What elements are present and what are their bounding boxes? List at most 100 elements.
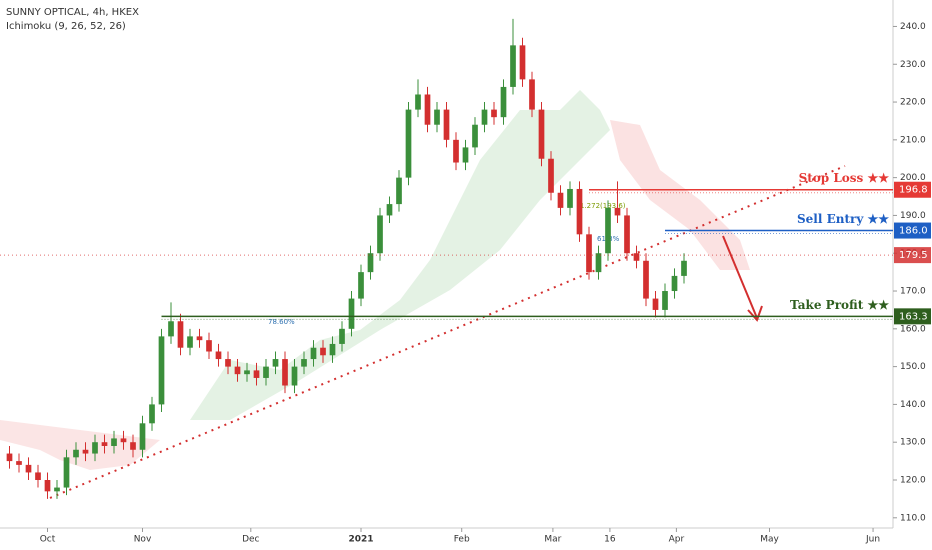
x-tick-label: Jun: [865, 535, 880, 545]
candle-body: [481, 109, 488, 125]
candle-body: [443, 109, 450, 140]
candle-body: [652, 298, 659, 310]
candle-body: [643, 260, 649, 299]
y-tick-label: 230.0: [900, 60, 926, 70]
candle-body: [168, 321, 174, 337]
cloud-red: [0, 420, 160, 470]
candle-body: [329, 343, 336, 356]
candle-body: [25, 464, 32, 473]
candle-body: [73, 449, 79, 458]
candle-body: [377, 215, 383, 254]
candle-body: [358, 272, 364, 299]
x-tick-label: Oct: [40, 535, 56, 545]
candle-body: [263, 366, 269, 378]
candle-body: [139, 423, 146, 450]
candle-body: [595, 253, 602, 273]
level-label: Sell Entry ★★: [797, 212, 889, 226]
candle-body: [662, 291, 668, 310]
candle-body: [681, 260, 687, 276]
candle-body: [605, 207, 611, 254]
candle-body: [415, 94, 421, 110]
candle-body: [462, 147, 469, 163]
candle-body: [92, 442, 98, 454]
y-tick-label: 150.0: [900, 362, 926, 372]
candle-body: [54, 487, 60, 492]
y-tick-label: 220.0: [900, 98, 926, 108]
candle-body: [491, 109, 497, 118]
candle-body: [120, 438, 127, 443]
x-tick-label: 16: [604, 535, 616, 545]
candle-body: [510, 45, 516, 87]
y-tick-label: 130.0: [900, 438, 926, 448]
price-tag-label: 179.5: [899, 250, 928, 261]
y-tick-label: 140.0: [900, 400, 926, 410]
candle-body: [244, 370, 250, 375]
candle-body: [405, 109, 412, 178]
candle-body: [196, 336, 203, 341]
x-tick-label: Feb: [454, 535, 470, 545]
candle-body: [386, 204, 393, 216]
x-tick-label: 2021: [348, 535, 373, 545]
candle-body: [63, 457, 70, 488]
candle-body: [624, 215, 630, 254]
indicator: Ichimoku (9, 26, 52, 26): [6, 21, 126, 32]
candle-body: [149, 404, 155, 424]
y-tick-label: 200.0: [900, 173, 926, 183]
price-tag-label: 196.8: [899, 185, 928, 196]
cloud-green: [190, 90, 610, 420]
price-tag-label: 186.0: [899, 226, 928, 237]
candle-body: [16, 461, 22, 465]
candle-body: [291, 366, 298, 386]
candle-body: [130, 442, 136, 450]
candle-body: [234, 366, 241, 375]
candle-body: [548, 158, 554, 193]
x-tick-label: May: [760, 535, 779, 545]
fib-label: 1.272(193.6): [580, 202, 626, 210]
candle-body: [320, 347, 326, 356]
candle-body: [538, 109, 545, 159]
candle-body: [434, 109, 440, 125]
y-tick-label: 110.0: [900, 513, 926, 523]
candle-body: [225, 359, 231, 367]
candle-body: [424, 94, 431, 125]
candle-body: [282, 359, 288, 386]
y-tick-label: 240.0: [900, 22, 926, 32]
fib-label: 78.60%: [268, 318, 295, 326]
candle-body: [35, 472, 41, 480]
candle-body: [614, 207, 621, 216]
candle-body: [101, 442, 108, 446]
price-tag: [894, 247, 931, 264]
y-tick-label: 160.0: [900, 324, 926, 334]
y-tick-label: 210.0: [900, 135, 926, 145]
candle-body: [576, 188, 583, 235]
price-tag: [894, 222, 931, 239]
candle-body: [158, 336, 165, 405]
y-tick-label: 190.0: [900, 211, 926, 221]
candle-body: [272, 359, 279, 367]
level-label: Take Profit ★★: [790, 298, 889, 312]
candle-body: [187, 336, 193, 348]
candle-body: [586, 234, 592, 273]
candle-body: [111, 438, 117, 446]
candle-body: [557, 192, 564, 208]
x-tick-label: Nov: [134, 535, 152, 545]
candle-body: [339, 328, 345, 344]
price-tag-label: 163.3: [899, 311, 928, 322]
price-tag: [894, 181, 931, 198]
candle-body: [348, 298, 355, 329]
y-tick-label: 120.0: [900, 476, 926, 486]
chart-title: SUNNY OPTICAL, 4h, HKEX: [6, 7, 139, 18]
arrow: [722, 235, 758, 319]
candle-body: [472, 124, 478, 148]
candle-body: [6, 453, 13, 462]
candle-body: [177, 321, 184, 348]
level-label: Stop Loss ★★: [799, 171, 890, 185]
candle-body: [529, 79, 535, 110]
candle-body: [633, 253, 640, 261]
arrow-head: [747, 305, 763, 322]
candle-body: [396, 177, 402, 205]
x-tick-label: Mar: [544, 535, 561, 545]
x-tick-label: Apr: [669, 535, 685, 545]
y-tick-label: 170.0: [900, 287, 926, 297]
